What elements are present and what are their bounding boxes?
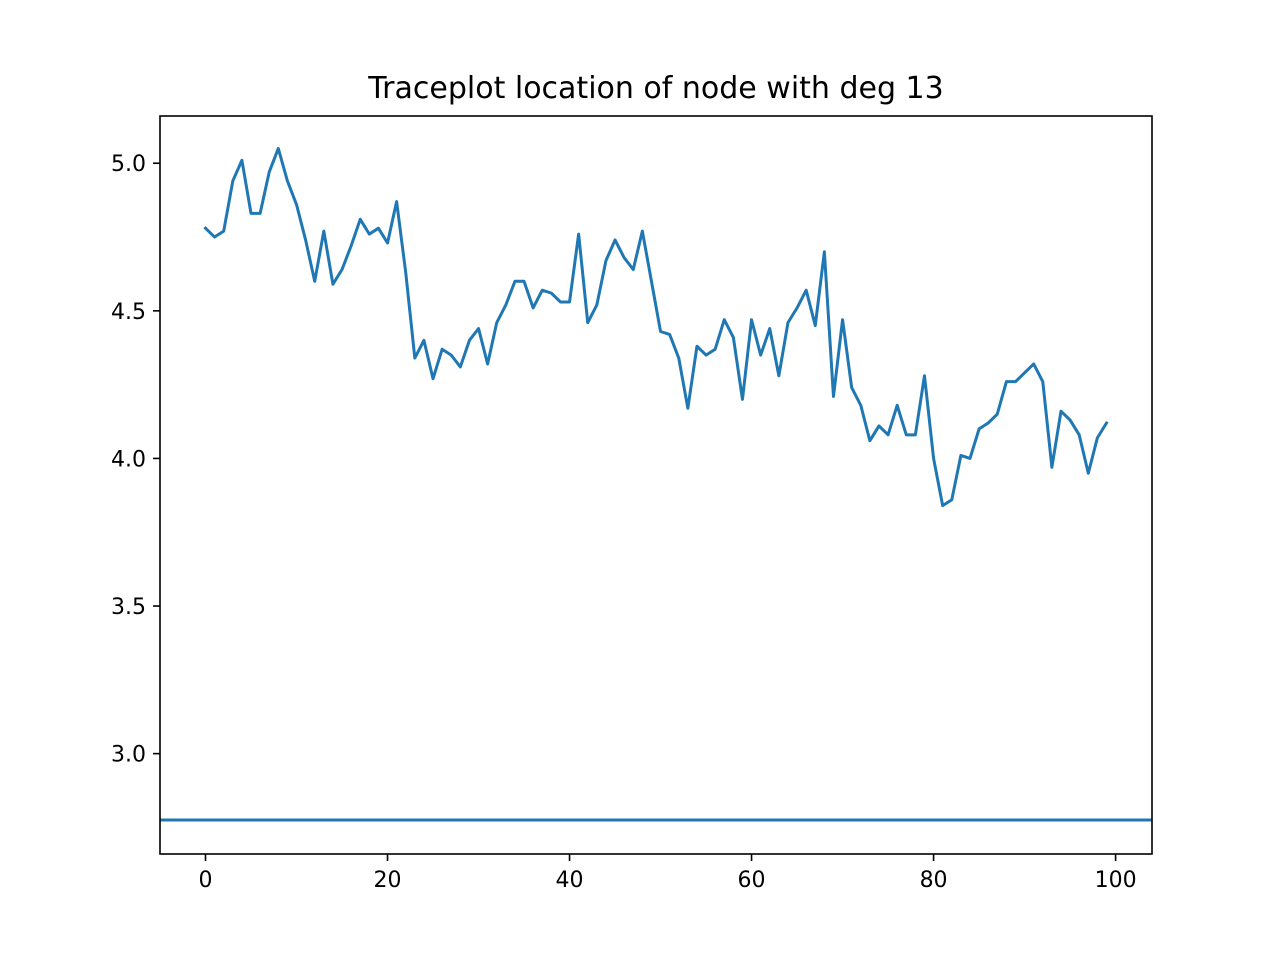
series-layer xyxy=(203,146,1109,508)
y-tick-label: 4.5 xyxy=(111,300,146,325)
x-tick-label: 20 xyxy=(374,868,402,893)
axes-frame xyxy=(159,115,1153,855)
series-line-0 xyxy=(203,146,1109,508)
y-tick-label: 3.5 xyxy=(111,595,146,620)
x-axis: 0 20 40 60 80 100 xyxy=(199,854,1137,893)
x-tick-label: 100 xyxy=(1095,868,1137,893)
y-tick-label: 5.0 xyxy=(111,152,146,177)
x-tick-label: 40 xyxy=(556,868,584,893)
x-tick-label: 80 xyxy=(920,868,948,893)
x-tick-label: 0 xyxy=(199,868,213,893)
y-axis: 3.0 3.5 4.0 4.5 5.0 xyxy=(111,152,160,768)
y-tick-label: 4.0 xyxy=(111,447,146,472)
x-tick-label: 60 xyxy=(738,868,766,893)
chart-title: Traceplot location of node with deg 13 xyxy=(367,71,943,106)
y-tick-label: 3.0 xyxy=(111,743,146,768)
